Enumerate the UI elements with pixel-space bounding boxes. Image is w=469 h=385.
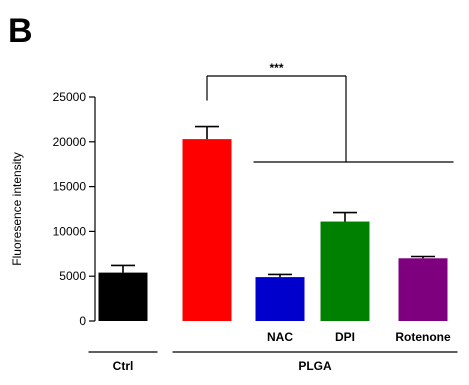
significance-bracket: ***	[206, 61, 454, 163]
category-label: Rotenone	[395, 330, 451, 344]
group-labels: Ctrl PLGA	[88, 351, 458, 373]
bar	[182, 139, 232, 321]
y-tick-label: 10000	[53, 224, 87, 238]
bar	[398, 258, 448, 321]
bar	[98, 272, 148, 321]
group-label: Ctrl	[113, 359, 134, 373]
group-label: PLGA	[298, 359, 332, 373]
bars	[98, 125, 448, 321]
y-tick-label: 25000	[53, 90, 87, 104]
y-axis: 0 5000 10000 15000 20000 25000	[53, 90, 96, 328]
panel-letter: B	[8, 12, 33, 50]
y-tick-label: 15000	[53, 180, 87, 194]
y-tick-label: 5000	[59, 269, 86, 283]
bar	[255, 277, 305, 321]
y-tick-label: 20000	[53, 135, 87, 149]
category-labels: NAC DPI Rotenone	[267, 330, 451, 344]
category-label: DPI	[335, 330, 355, 344]
category-label: NAC	[267, 330, 293, 344]
y-axis-title: Fluoresence intensity	[10, 152, 24, 265]
y-tick-label: 0	[79, 314, 86, 328]
bar	[320, 221, 370, 321]
significance-label: ***	[269, 61, 283, 75]
